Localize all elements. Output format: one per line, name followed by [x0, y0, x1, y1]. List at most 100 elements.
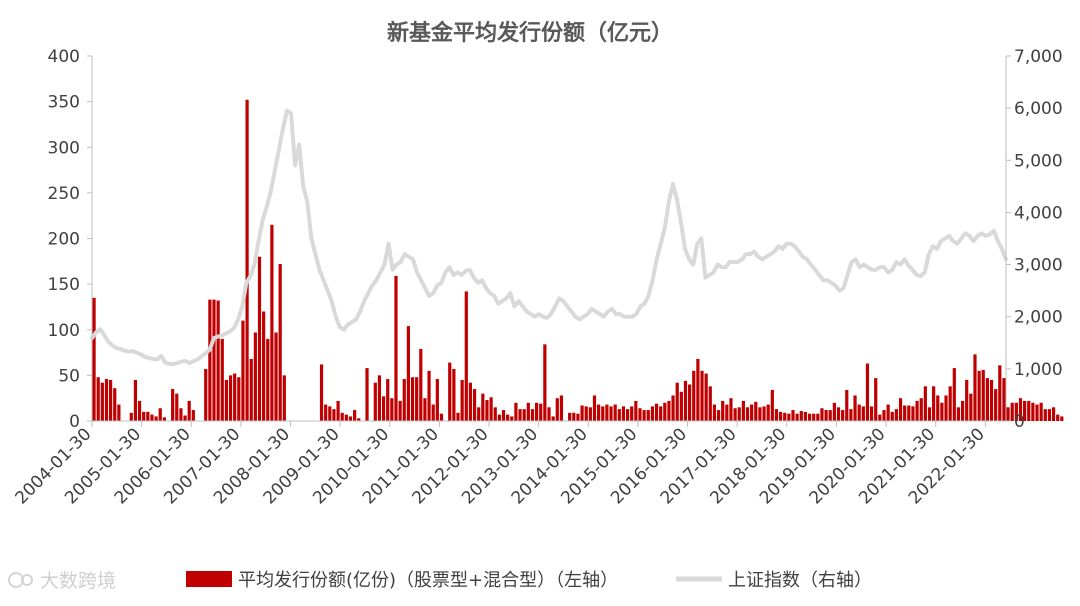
bar — [592, 395, 597, 421]
bar — [605, 404, 609, 421]
bar — [733, 408, 737, 421]
bar — [737, 407, 741, 421]
bar — [630, 406, 634, 421]
right-tick-label: 7,000 — [1014, 47, 1063, 67]
bar — [104, 379, 109, 421]
bar — [617, 409, 621, 421]
bar — [903, 405, 907, 421]
bar — [278, 264, 282, 421]
bar — [241, 320, 245, 422]
bar — [208, 299, 212, 421]
bar — [274, 332, 278, 421]
bar — [324, 404, 328, 421]
bar — [477, 407, 481, 421]
bar — [481, 393, 485, 422]
bar — [1010, 402, 1014, 421]
bar — [638, 408, 642, 421]
bar — [845, 389, 849, 421]
bar — [799, 410, 803, 421]
bar — [894, 409, 898, 421]
bar — [518, 409, 522, 421]
bar — [940, 402, 944, 421]
bar — [1031, 402, 1035, 421]
bar — [890, 411, 894, 422]
bar — [849, 409, 853, 421]
bar — [675, 382, 679, 421]
left-tick-label: 300 — [48, 138, 80, 158]
bar — [634, 400, 638, 421]
bar — [642, 410, 646, 421]
bar — [745, 407, 750, 421]
bar — [882, 410, 886, 421]
bar — [534, 402, 539, 421]
bar — [365, 368, 369, 421]
bar — [952, 368, 956, 421]
bar — [621, 406, 626, 421]
bar — [878, 414, 882, 421]
bar — [510, 416, 514, 421]
right-tick-label: 6,000 — [1014, 99, 1063, 119]
bar — [506, 414, 510, 421]
bar — [237, 377, 241, 421]
bar — [824, 410, 828, 421]
bar — [220, 338, 224, 422]
bar — [869, 406, 874, 421]
bar — [568, 412, 572, 421]
bar — [468, 382, 473, 421]
left-tick-label: 50 — [58, 366, 80, 386]
bar — [1018, 398, 1023, 421]
bar — [936, 395, 940, 421]
chart-title: 新基金平均发行份额（亿元） — [387, 20, 673, 46]
bar — [539, 403, 543, 421]
bar — [398, 400, 402, 421]
bar — [270, 224, 274, 421]
bar — [1006, 407, 1010, 421]
bar — [386, 379, 390, 421]
left-tick-label: 150 — [48, 275, 80, 295]
bar — [448, 362, 452, 421]
bar — [973, 354, 977, 421]
bar — [932, 386, 936, 421]
bar — [547, 407, 551, 421]
right-tick-label: 0 — [1014, 412, 1025, 432]
bar — [109, 379, 113, 421]
bar — [758, 407, 762, 421]
bar — [373, 382, 377, 421]
bar — [439, 413, 444, 421]
bar — [700, 370, 704, 421]
left-tick-label: 350 — [48, 93, 80, 113]
bar — [146, 411, 150, 422]
bar — [406, 326, 410, 421]
bar — [857, 404, 861, 421]
bar — [646, 410, 650, 421]
bar — [150, 414, 154, 421]
bar — [696, 358, 700, 421]
bar — [861, 406, 865, 421]
bar — [191, 410, 195, 421]
bar — [249, 358, 253, 421]
bar — [650, 406, 654, 421]
bar — [725, 404, 729, 421]
left-tick-label: 250 — [48, 184, 80, 204]
bar — [812, 413, 816, 421]
bar — [216, 300, 220, 421]
bar — [212, 299, 216, 421]
bar — [224, 379, 229, 421]
bar — [667, 400, 671, 421]
bar — [625, 409, 630, 421]
bar — [117, 404, 121, 421]
bar — [257, 256, 262, 421]
bar — [915, 400, 919, 421]
bar — [100, 382, 104, 421]
bar — [1043, 409, 1047, 421]
bar — [410, 377, 415, 421]
bar — [750, 404, 754, 421]
bar — [911, 406, 915, 421]
bar — [472, 389, 477, 421]
legend: 平均发行份额(亿份)（股票型+混合型）（左轴） 上证指数（右轴） — [186, 570, 872, 591]
bar — [716, 410, 721, 421]
bar — [948, 386, 952, 421]
left-tick-label: 0 — [69, 412, 80, 432]
bar — [357, 418, 361, 421]
